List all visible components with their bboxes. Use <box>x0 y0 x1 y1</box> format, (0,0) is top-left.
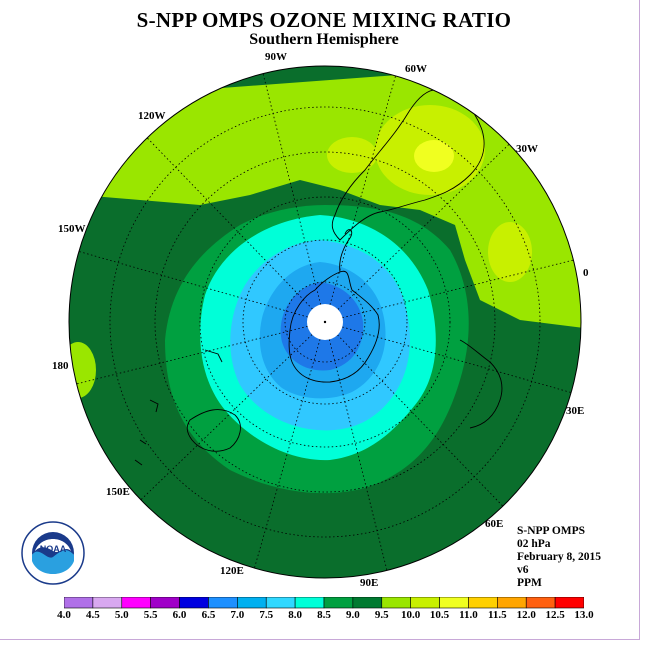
lon-label-90e: 90E <box>360 577 379 589</box>
colorbar-swatch <box>265 597 296 609</box>
colorbar <box>64 597 584 609</box>
lon-label-120e: 120E <box>220 565 244 577</box>
lon-label-150e: 150E <box>106 486 130 498</box>
latitude-circles <box>109 106 541 538</box>
lon-label-30w: 30W <box>516 143 538 155</box>
ozone-band-10.5 <box>414 140 454 172</box>
lon-label-60w: 60W <box>405 63 427 75</box>
coastlines <box>134 89 503 466</box>
lon-label-30e: 30E <box>566 405 585 417</box>
colorbar-tick-label: 13.0 <box>574 609 594 621</box>
colorbar-tick-label: 11.5 <box>488 609 507 621</box>
plot-frame <box>0 0 640 640</box>
lon-label-180: 180 <box>52 360 69 372</box>
ozone-band-10.0 <box>488 222 532 282</box>
colorbar-tick-label: 12.0 <box>516 609 536 621</box>
info-version: v6 <box>517 564 529 576</box>
colorbar-tick-label: 7.5 <box>259 609 274 621</box>
colorbar-tick-label: 10.5 <box>429 609 450 621</box>
colorbar-swatch <box>468 597 498 609</box>
south-pole-dot <box>323 320 327 324</box>
colorbar-tick-label: 11.0 <box>459 609 478 621</box>
colorbar-tick-label: 8.5 <box>317 609 331 621</box>
colorbar-tick-label: 5.0 <box>114 609 129 621</box>
info-date: February 8, 2015 <box>517 551 602 563</box>
colorbar-swatch <box>525 597 556 609</box>
colorbar-tick-label: 8.0 <box>288 609 302 621</box>
colorbar-swatch <box>92 597 123 609</box>
colorbar-tick-label: 6.0 <box>172 609 187 621</box>
colorbar-swatch <box>150 597 180 609</box>
lon-label-150w: 150W <box>58 223 86 235</box>
colorbar-tick-label: 9.0 <box>346 609 360 621</box>
colorbar-swatch <box>497 597 527 609</box>
ozone-band-10.0 <box>327 137 377 173</box>
colorbar-swatch <box>121 597 151 609</box>
colorbar-swatch <box>323 597 354 609</box>
colorbar-swatch <box>554 597 584 609</box>
map-border <box>68 65 582 579</box>
info-instrument: S-NPP OMPS <box>517 525 586 537</box>
ozone-band-9.5 <box>69 342 96 398</box>
colorbar-tick-label: 4.5 <box>86 609 100 621</box>
noaa-logo: NOAA <box>21 521 85 585</box>
colorbar-swatch <box>381 597 411 609</box>
colorbar-swatch <box>294 597 325 609</box>
colorbar-swatch <box>237 597 267 609</box>
colorbar-tick-label: 12.5 <box>545 609 565 621</box>
colorbar-swatch <box>64 597 94 609</box>
lon-label-90w: 90W <box>265 51 287 63</box>
colorbar-swatch <box>439 597 469 609</box>
colorbar-swatch <box>179 597 209 609</box>
map-title: S-NPP OMPS OZONE MIXING RATIO <box>136 8 512 32</box>
logo-text: NOAA <box>40 544 67 554</box>
colorbar-tick-label: 7.0 <box>230 609 245 621</box>
colorbar-swatch <box>208 597 238 609</box>
info-units: PPM <box>517 577 542 589</box>
lon-label-0: 0 <box>583 267 589 279</box>
colorbar-tick-label: 10.0 <box>401 609 421 621</box>
lon-label-60e: 60E <box>485 518 504 530</box>
colorbar-tick-label: 5.5 <box>143 609 158 621</box>
colorbar-tick-label: 6.5 <box>201 609 216 621</box>
info-block: S-NPP OMPS 02 hPa February 8, 2015 v6 PP… <box>517 525 601 590</box>
colorbar-tick-label: 4.0 <box>57 609 71 621</box>
colorbar-swatch <box>352 597 383 609</box>
colorbar-swatch <box>410 597 440 609</box>
lon-label-120w: 120W <box>138 110 166 122</box>
map-subtitle: Southern Hemisphere <box>249 31 399 48</box>
info-level: 02 hPa <box>517 538 551 550</box>
colorbar-tick-label: 9.5 <box>374 609 389 621</box>
